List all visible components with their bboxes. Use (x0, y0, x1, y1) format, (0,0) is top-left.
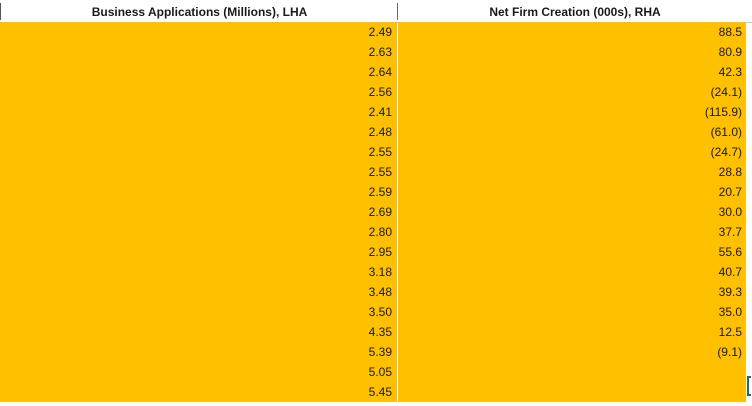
table-row: 2.55 28.8 (0, 162, 752, 182)
table-row: 2.48 (61.0) (0, 122, 752, 142)
business-applications-cell[interactable]: 2.49 (368, 25, 392, 39)
table-row: 2.56 (24.1) (0, 82, 752, 102)
business-applications-cell[interactable]: 2.48 (368, 125, 392, 139)
business-applications-cell[interactable]: 2.64 (368, 65, 392, 79)
business-applications-cell[interactable]: 3.18 (368, 265, 392, 279)
left-edge-line (0, 3, 1, 20)
net-firm-creation-column-fill (398, 22, 746, 402)
bottom-strip (0, 402, 752, 406)
business-applications-cell[interactable]: 3.50 (368, 305, 392, 319)
active-cell-selection[interactable] (747, 376, 751, 396)
business-applications-cell[interactable]: 2.95 (368, 245, 392, 259)
business-applications-cell[interactable]: 2.59 (368, 185, 392, 199)
table-row: 5.05 (0, 362, 752, 382)
net-firm-creation-cell[interactable]: 55.6 (718, 245, 742, 259)
table-row: 2.64 42.3 (0, 62, 752, 82)
net-firm-creation-cell[interactable]: 30.0 (718, 205, 742, 219)
business-applications-cell[interactable]: 3.48 (368, 285, 392, 299)
business-applications-cell[interactable]: 2.63 (368, 45, 392, 59)
net-firm-creation-cell[interactable]: (24.1) (710, 85, 742, 99)
business-applications-cell[interactable]: 5.45 (368, 385, 392, 399)
table-row: 3.48 39.3 (0, 282, 752, 302)
net-firm-creation-cell[interactable]: 35.0 (718, 305, 742, 319)
net-firm-creation-cell[interactable]: (61.0) (710, 125, 742, 139)
net-firm-creation-cell[interactable]: 20.7 (718, 185, 742, 199)
net-firm-creation-cell[interactable]: 12.5 (718, 325, 742, 339)
table-row: 4.35 12.5 (0, 322, 752, 342)
header-business-applications[interactable]: Business Applications (Millions), LHA (91, 5, 308, 19)
net-firm-creation-cell[interactable]: 42.3 (718, 65, 742, 79)
net-firm-creation-cell[interactable] (398, 382, 742, 402)
table-row: 2.80 37.7 (0, 222, 752, 242)
business-applications-cell[interactable]: 2.80 (368, 225, 392, 239)
net-firm-creation-cell[interactable]: (115.9) (704, 105, 742, 119)
business-applications-column-fill (0, 22, 397, 402)
business-applications-cell[interactable]: 2.55 (368, 145, 392, 159)
table-row: 2.95 55.6 (0, 242, 752, 262)
business-applications-cell[interactable]: 2.56 (368, 85, 392, 99)
header-net-firm-creation[interactable]: Net Firm Creation (000s), RHA (489, 5, 661, 19)
table-row: 3.18 40.7 (0, 262, 752, 282)
table-row: 2.59 20.7 (0, 182, 752, 202)
business-applications-cell[interactable]: 2.41 (368, 105, 392, 119)
net-firm-creation-cell[interactable]: (9.1) (717, 345, 742, 359)
business-applications-cell[interactable]: 4.35 (368, 325, 392, 339)
business-applications-cell[interactable]: 2.69 (368, 205, 392, 219)
net-firm-creation-cell[interactable]: (24.7) (710, 145, 742, 159)
table-row: 2.49 88.5 (0, 22, 752, 42)
table-row: 2.41 (115.9) (0, 102, 752, 122)
business-applications-cell[interactable]: 5.39 (368, 345, 392, 359)
table-row: 5.45 (0, 382, 752, 402)
net-firm-creation-cell[interactable] (398, 362, 742, 382)
net-firm-creation-cell[interactable]: 40.7 (718, 265, 742, 279)
net-firm-creation-cell[interactable]: 88.5 (718, 25, 742, 39)
net-firm-creation-cell[interactable]: 37.7 (718, 225, 742, 239)
data-body: 2.49 88.5 2.63 80.9 2.64 42.3 2.56 (24.1) 2.41 (1… (0, 22, 752, 402)
table-row: 2.63 80.9 (0, 42, 752, 62)
net-firm-creation-cell[interactable]: 28.8 (718, 165, 742, 179)
table-row: 3.50 35.0 (0, 302, 752, 322)
table-row: 2.69 30.0 (0, 202, 752, 222)
table-row: 2.55 (24.7) (0, 142, 752, 162)
net-firm-creation-cell[interactable]: 39.3 (718, 285, 742, 299)
business-applications-cell[interactable]: 5.05 (368, 365, 392, 379)
business-applications-cell[interactable]: 2.55 (368, 165, 392, 179)
header-row: Business Applications (Millions), LHA Ne… (0, 0, 752, 23)
column-divider (397, 3, 398, 20)
table-row: 5.39 (9.1) (0, 342, 752, 362)
net-firm-creation-cell[interactable]: 80.9 (718, 45, 742, 59)
